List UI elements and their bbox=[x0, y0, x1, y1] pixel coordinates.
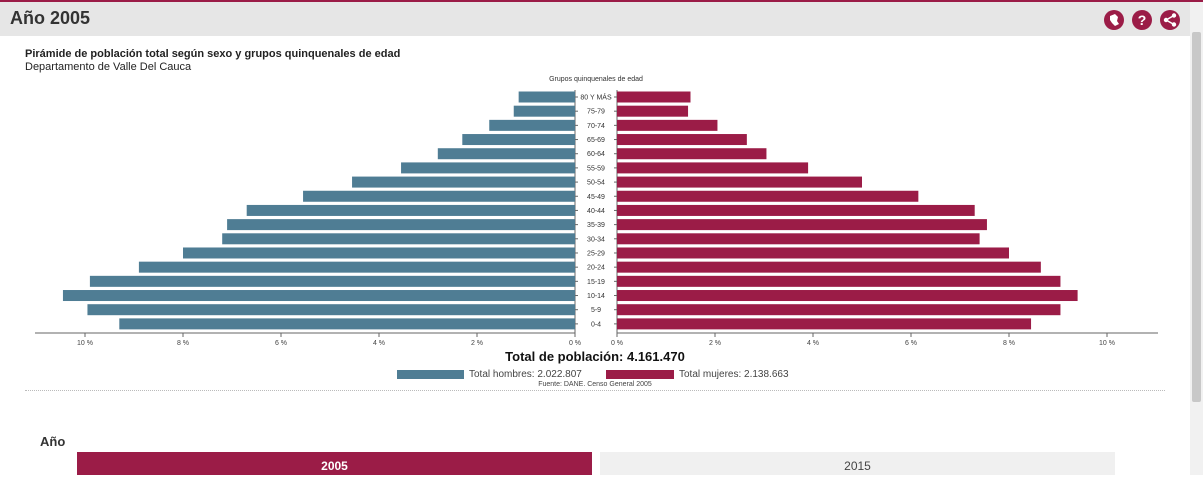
x-tick-label-right: 6 % bbox=[905, 340, 917, 347]
age-label: 60-64 bbox=[587, 151, 605, 158]
bar-mujeres-20-24 bbox=[617, 261, 1041, 273]
total-population-label: Total de población: 4.161.470 bbox=[505, 349, 685, 364]
bar-mujeres-65-69 bbox=[617, 134, 747, 146]
bar-mujeres-30-34 bbox=[617, 233, 980, 245]
year-button-2005[interactable]: 2005 bbox=[77, 452, 592, 475]
page-title: Año 2005 bbox=[10, 8, 91, 28]
category-axis-label: Grupos quinquenales de edad bbox=[549, 76, 643, 83]
bar-mujeres-35-39 bbox=[617, 219, 987, 231]
age-label: 75-79 bbox=[587, 109, 605, 116]
bar-mujeres-25-29 bbox=[617, 247, 1009, 259]
bar-mujeres-60-64 bbox=[617, 148, 767, 160]
bar-mujeres-40-44 bbox=[617, 204, 975, 216]
bar-mujeres-75-79 bbox=[617, 105, 689, 117]
age-label: 35-39 bbox=[587, 222, 605, 229]
x-tick-label-left: 2 % bbox=[471, 340, 483, 347]
age-label: 65-69 bbox=[587, 137, 605, 144]
bar-hombres-35-39 bbox=[227, 219, 575, 231]
bar-hombres-55-59 bbox=[401, 162, 575, 174]
year-button-2015[interactable]: 2015 bbox=[600, 452, 1115, 475]
legend-label-hombres: Total hombres: 2.022.807 bbox=[469, 369, 582, 380]
bar-hombres-10-14 bbox=[62, 290, 575, 302]
age-label: 0-4 bbox=[591, 321, 601, 328]
bar-mujeres-55-59 bbox=[617, 162, 809, 174]
map-icon-glyph bbox=[1110, 14, 1119, 26]
bar-mujeres-5-9 bbox=[617, 304, 1061, 316]
age-label: 5-9 bbox=[591, 307, 601, 314]
age-label: 25-29 bbox=[587, 250, 605, 257]
year-selector-label: Año bbox=[40, 434, 66, 449]
age-label: 80 Y MÁS bbox=[580, 93, 612, 102]
page-scrollbar[interactable] bbox=[1190, 2, 1203, 475]
chart-subtitle: Departamento de Valle Del Cauca bbox=[25, 61, 192, 73]
bar-hombres-30-34 bbox=[222, 233, 575, 245]
x-tick-label-left: 0 % bbox=[569, 340, 581, 347]
x-tick-label-left: 8 % bbox=[177, 340, 189, 347]
share-icon-glyph bbox=[1163, 13, 1177, 27]
age-label: 40-44 bbox=[587, 208, 605, 215]
age-label: 55-59 bbox=[587, 165, 605, 172]
x-tick-label-right: 4 % bbox=[807, 340, 819, 347]
legend-swatch-hombres bbox=[397, 370, 464, 379]
bar-hombres-80-Y-MÁS bbox=[518, 91, 575, 103]
bar-hombres-20-24 bbox=[138, 261, 575, 273]
bar-mujeres-70-74 bbox=[617, 119, 718, 131]
legend-label-mujeres: Total mujeres: 2.138.663 bbox=[679, 369, 789, 380]
x-tick-label-right: 2 % bbox=[709, 340, 721, 347]
bar-mujeres-45-49 bbox=[617, 190, 919, 202]
bar-hombres-65-69 bbox=[462, 134, 575, 146]
help-icon[interactable]: ? bbox=[1132, 10, 1152, 30]
x-tick-label-right: 8 % bbox=[1003, 340, 1015, 347]
bar-hombres-40-44 bbox=[246, 204, 575, 216]
age-label: 10-14 bbox=[587, 293, 605, 300]
chart-title: Pirámide de población total según sexo y… bbox=[25, 48, 401, 60]
bar-hombres-70-74 bbox=[489, 119, 575, 131]
x-tick-label-left: 10 % bbox=[77, 340, 93, 347]
population-pyramid-chart: Grupos quinquenales de edad 80 Y MÁS 75-79… bbox=[35, 76, 1158, 347]
bar-hombres-45-49 bbox=[303, 190, 575, 202]
x-tick-label-left: 6 % bbox=[275, 340, 287, 347]
bar-hombres-25-29 bbox=[183, 247, 575, 259]
help-icon-glyph: ? bbox=[1137, 12, 1147, 28]
bar-hombres-15-19 bbox=[89, 275, 576, 287]
age-label: 15-19 bbox=[587, 279, 605, 286]
bar-mujeres-10-14 bbox=[617, 290, 1078, 302]
divider bbox=[25, 390, 1165, 391]
bar-mujeres-0-4 bbox=[617, 318, 1032, 330]
bar-hombres-75-79 bbox=[513, 105, 575, 117]
bar-hombres-0-4 bbox=[119, 318, 576, 330]
bar-mujeres-50-54 bbox=[617, 176, 862, 188]
header-bar: Año 2005 ? bbox=[0, 2, 1190, 36]
age-label: 30-34 bbox=[587, 236, 605, 243]
age-label: 45-49 bbox=[587, 194, 605, 201]
share-icon[interactable] bbox=[1160, 10, 1180, 30]
bar-hombres-50-54 bbox=[352, 176, 575, 188]
legend-swatch-mujeres bbox=[606, 370, 674, 379]
age-label: 50-54 bbox=[587, 180, 605, 187]
chart-source: Fuente: DANE. Censo General 2005 bbox=[538, 381, 652, 388]
map-icon[interactable] bbox=[1104, 10, 1124, 30]
bar-mujeres-15-19 bbox=[617, 275, 1061, 287]
scrollbar-thumb[interactable] bbox=[1192, 32, 1201, 402]
bar-mujeres-80-Y-MÁS bbox=[617, 91, 691, 103]
x-tick-label-left: 4 % bbox=[373, 340, 385, 347]
top-accent-border bbox=[0, 0, 1203, 2]
bar-hombres-5-9 bbox=[87, 304, 575, 316]
age-label: 70-74 bbox=[587, 123, 605, 130]
bar-hombres-60-64 bbox=[437, 148, 575, 160]
x-tick-label-right: 10 % bbox=[1099, 340, 1115, 347]
age-label: 20-24 bbox=[587, 265, 605, 272]
x-tick-label-right: 0 % bbox=[611, 340, 623, 347]
